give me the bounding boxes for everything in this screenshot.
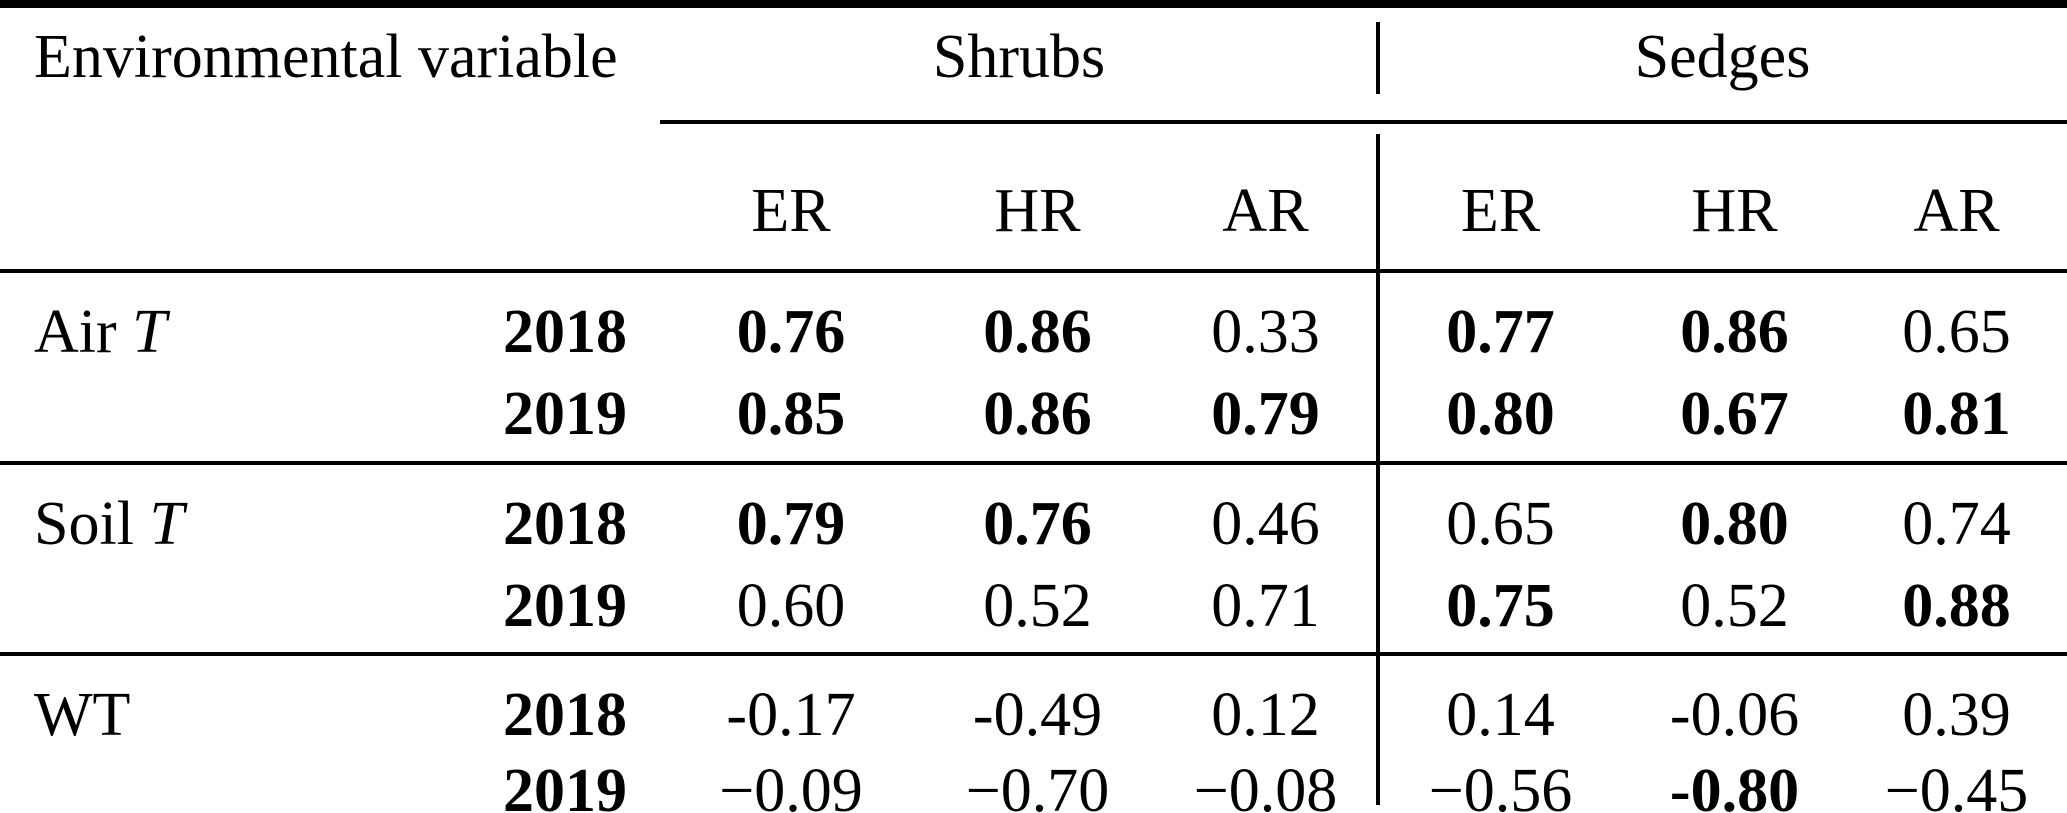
- value-cell: 0.79: [1153, 368, 1378, 465]
- variable-cell: [0, 560, 470, 656]
- value-cell: 0.71: [1153, 560, 1378, 656]
- year-cell: 2018: [503, 681, 627, 749]
- value-cell: −0.45: [1846, 751, 2067, 813]
- value-cell: -0.17: [726, 681, 856, 749]
- year-cell: 2019: [470, 368, 660, 465]
- variable-label: Soil: [34, 490, 150, 558]
- value-cell: 0.33: [1211, 298, 1320, 366]
- year-cell: 2019: [470, 560, 660, 656]
- value-cell: 0.76: [983, 490, 1092, 558]
- variable-cell: Soil T: [0, 463, 470, 560]
- value-cell: 0.12: [1211, 681, 1320, 749]
- value-cell: 0.77: [1446, 298, 1555, 366]
- value-cell: 0.46: [1211, 490, 1320, 558]
- env-variable-header: Environmental variable: [0, 0, 618, 122]
- value-cell: 0.65: [1446, 490, 1555, 558]
- variable-label: WT: [34, 681, 131, 749]
- value-cell: 0.76: [736, 298, 846, 366]
- year-cell: 2019: [470, 751, 660, 813]
- year-header-spacer: [470, 0, 660, 122]
- value-cell: 0.52: [1623, 560, 1846, 656]
- value-cell: 0.80: [1680, 490, 1789, 558]
- group-divider-line-top: [1376, 22, 1380, 94]
- year-cell: 2018: [503, 298, 627, 366]
- year-cell: 2018: [503, 490, 627, 558]
- value-cell: 0.79: [736, 490, 846, 558]
- value-cell: -0.49: [972, 681, 1103, 749]
- variable-cell: [0, 751, 470, 813]
- group-header-row: Environmental variable Shrubs Sedges: [0, 0, 2067, 124]
- col-header-shrubs-er: ER: [660, 122, 922, 273]
- table-row-air-2018: Air T 2018 0.76 0.86 0.33 0.77 0.86 0.65: [0, 271, 2067, 368]
- table-row-air-2019: 2019 0.85 0.86 0.79 0.80 0.67 0.81: [0, 368, 2067, 465]
- value-cell: 0.86: [922, 368, 1153, 465]
- variable-cell: [0, 368, 470, 465]
- table-row-wt-2018: WT 2018 -0.17 -0.49 0.12 0.14 -0.06 0.39: [0, 654, 2067, 751]
- value-cell: 0.60: [660, 560, 922, 656]
- value-cell: 0.81: [1846, 368, 2067, 465]
- sedges-group-header: Sedges: [1378, 0, 2067, 124]
- value-cell: −0.70: [922, 751, 1153, 813]
- table-row-soil-2019: 2019 0.60 0.52 0.71 0.75 0.52 0.88: [0, 560, 2067, 656]
- group-divider-line-body: [1376, 134, 1380, 805]
- variable-cell: Air T: [0, 271, 470, 368]
- variable-label: Air: [34, 298, 133, 366]
- col-header-sedges-ar: AR: [1846, 122, 2067, 273]
- col-header-shrubs-hr: HR: [922, 122, 1153, 273]
- value-cell: 0.75: [1378, 560, 1623, 656]
- value-cell: 0.88: [1846, 560, 2067, 656]
- value-cell: -0.80: [1623, 751, 1846, 813]
- col-header-shrubs-ar: AR: [1153, 122, 1378, 273]
- variable-symbol: T: [149, 490, 184, 558]
- col-header-sedges-hr: HR: [1623, 122, 1846, 273]
- value-cell: 0.86: [1680, 298, 1789, 366]
- sub-header-row: ER HR AR ER HR AR: [0, 122, 2067, 273]
- table-row-soil-2018: Soil T 2018 0.79 0.76 0.46 0.65 0.80 0.7…: [0, 463, 2067, 560]
- value-cell: -0.06: [1669, 681, 1800, 749]
- sub-header-spacer: [0, 122, 470, 273]
- sub-header-spacer: [470, 122, 660, 273]
- value-cell: 0.85: [660, 368, 922, 465]
- variable-symbol: T: [132, 298, 167, 366]
- value-cell: 0.86: [983, 298, 1092, 366]
- shrubs-group-header: Shrubs: [660, 0, 1378, 124]
- value-cell: −0.56: [1378, 751, 1623, 813]
- value-cell: 0.39: [1902, 681, 2011, 749]
- table-row-wt-2019: 2019 −0.09 −0.70 −0.08 −0.56 -0.80 −0.45: [0, 751, 2067, 813]
- col-header-sedges-er: ER: [1378, 122, 1623, 273]
- value-cell: 0.14: [1446, 681, 1555, 749]
- variable-cell: WT: [0, 654, 470, 751]
- value-cell: 0.67: [1623, 368, 1846, 465]
- value-cell: 0.65: [1902, 298, 2011, 366]
- value-cell: 0.52: [922, 560, 1153, 656]
- value-cell: −0.09: [660, 751, 922, 813]
- value-cell: 0.74: [1902, 490, 2011, 558]
- value-cell: −0.08: [1153, 751, 1378, 813]
- value-cell: 0.80: [1378, 368, 1623, 465]
